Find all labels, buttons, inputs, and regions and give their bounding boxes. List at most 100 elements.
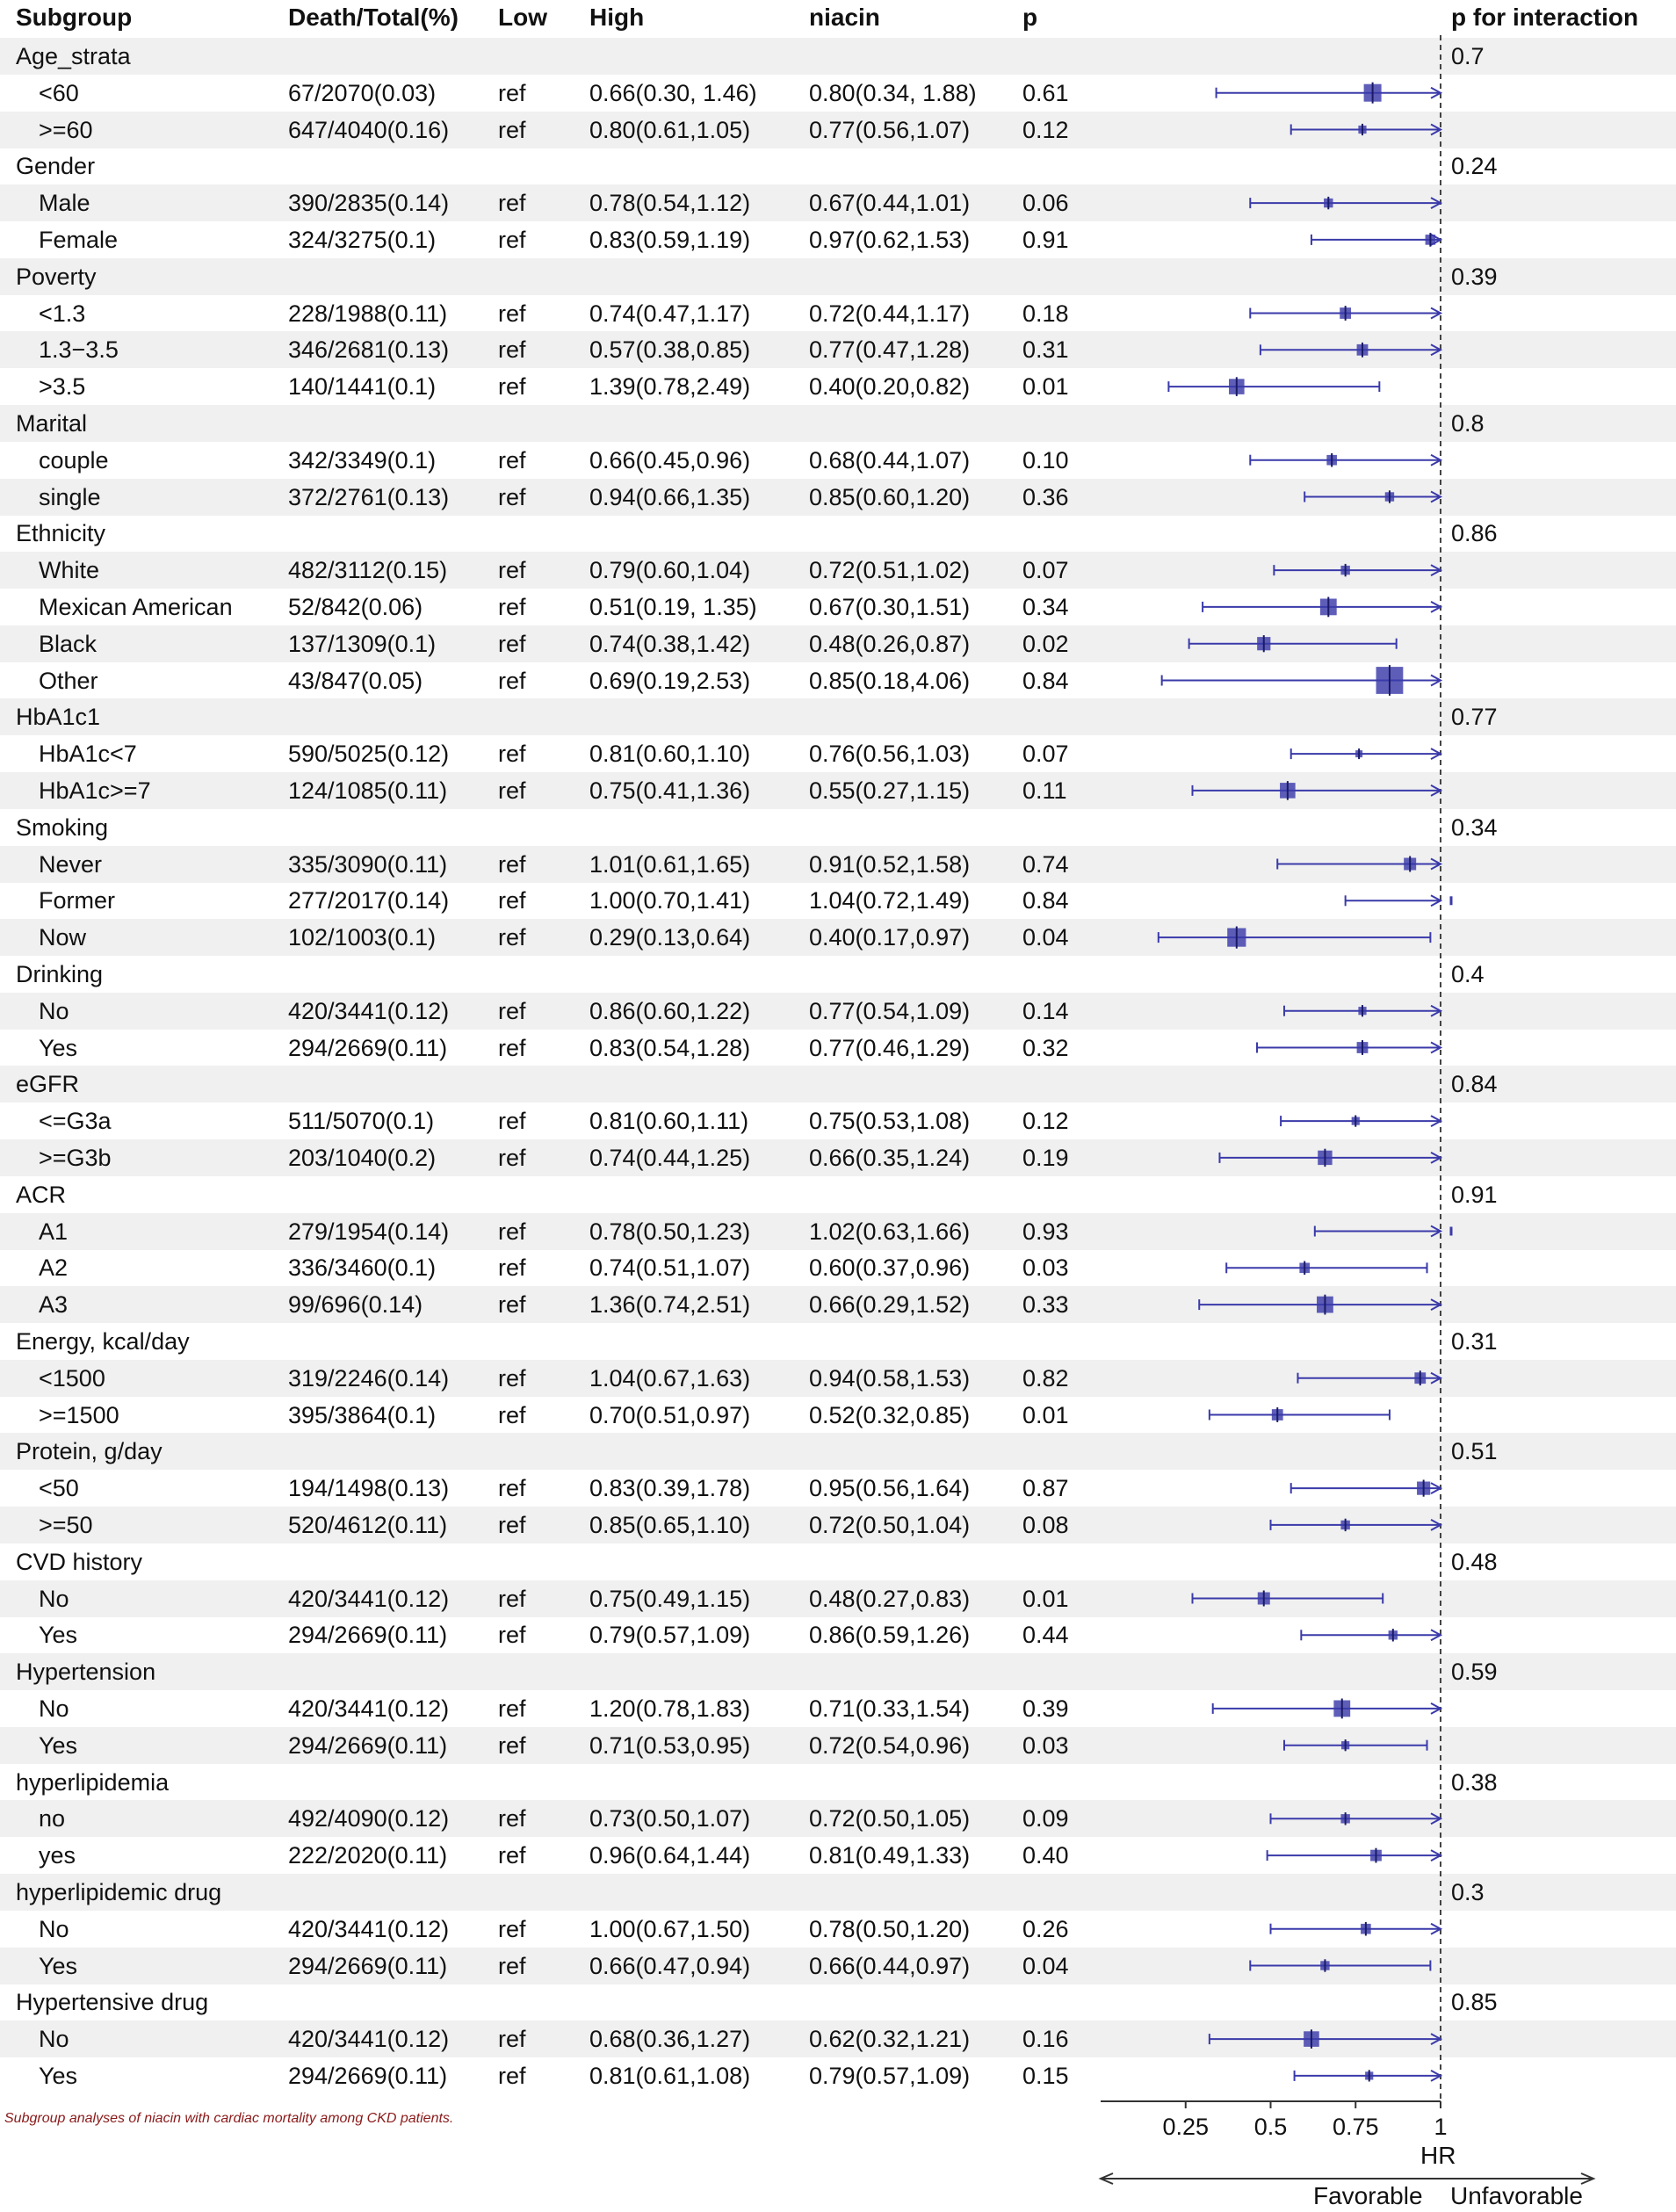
death-total-value: 482/3112(0.15) <box>288 557 448 584</box>
group-label: hyperlipidemia <box>16 1768 170 1796</box>
niacin-value: 0.72(0.51,1.02) <box>809 557 971 584</box>
ci-arrow <box>1430 1041 1443 1054</box>
high-value: 0.75(0.41,1.36) <box>589 777 751 804</box>
ci-arrow <box>1430 1115 1443 1127</box>
death-total-value: 420/3441(0.12) <box>288 997 450 1024</box>
p-value: 0.09 <box>1022 1805 1069 1832</box>
death-total-value: 102/1003(0.1) <box>288 924 437 951</box>
subgroup-label: <1.3 <box>39 300 86 327</box>
group-row: ACR 0.91 <box>0 1176 1676 1213</box>
death-total-value: 137/1309(0.1) <box>288 630 437 657</box>
group-row: eGFR 0.84 <box>0 1066 1676 1103</box>
low-value: ref <box>498 1695 526 1722</box>
ci-arrow <box>1430 784 1443 797</box>
low-value: ref <box>498 1915 526 1942</box>
table-row: No 420/3441(0.12) ref 1.00(0.67,1.50) 0.78(0… <box>0 1911 1676 1948</box>
niacin-value: 0.75(0.53,1.08) <box>809 1108 971 1135</box>
high-value: 0.78(0.54,1.12) <box>589 190 751 217</box>
subgroup-label: >=1500 <box>39 1401 119 1428</box>
low-value: ref <box>498 300 526 327</box>
p-value: 0.07 <box>1022 741 1069 768</box>
p-interaction-value: 0.59 <box>1451 1659 1498 1686</box>
table-row: No 420/3441(0.12) ref 0.86(0.60,1.22) 0.77(0… <box>0 992 1676 1030</box>
header-niacin: niacin <box>809 4 880 31</box>
ci-arrow <box>1430 2033 1443 2045</box>
favorable-label: Favorable <box>1313 2182 1423 2209</box>
low-value: ref <box>498 630 526 657</box>
group-label: Gender <box>16 153 96 180</box>
high-value: 0.96(0.64,1.44) <box>589 1842 751 1869</box>
p-value: 0.26 <box>1022 1915 1069 1942</box>
subgroup-label: Mexican American <box>39 594 233 620</box>
death-total-value: 67/2070(0.03) <box>288 79 437 106</box>
p-interaction-value: 0.31 <box>1451 1328 1498 1355</box>
high-value: 0.74(0.44,1.25) <box>589 1145 751 1171</box>
low-value: ref <box>498 227 526 253</box>
death-total-value: 99/696(0.14) <box>288 1291 423 1319</box>
low-value: ref <box>498 850 526 878</box>
p-value: 0.44 <box>1022 1622 1069 1649</box>
p-value: 0.31 <box>1022 336 1069 364</box>
x-tick-label: 0.75 <box>1333 2114 1379 2140</box>
death-total-value: 372/2761(0.13) <box>288 483 450 510</box>
low-value: ref <box>498 1952 526 1979</box>
high-value: 0.79(0.57,1.09) <box>589 1622 751 1649</box>
niacin-value: 1.02(0.63,1.66) <box>809 1218 971 1245</box>
death-total-value: 319/2246(0.14) <box>288 1364 450 1392</box>
p-value: 0.12 <box>1022 1108 1069 1135</box>
ci-arrow <box>1430 1482 1443 1494</box>
low-value: ref <box>498 1512 526 1538</box>
subgroup-label: <1500 <box>39 1364 105 1392</box>
p-value: 0.74 <box>1022 850 1069 878</box>
p-interaction-value: 0.38 <box>1451 1768 1498 1796</box>
group-label: Poverty <box>16 263 97 290</box>
p-value: 0.06 <box>1022 190 1069 217</box>
p-value: 0.04 <box>1022 924 1069 951</box>
group-row: Smoking 0.34 <box>0 809 1676 846</box>
high-value: 0.94(0.66,1.35) <box>589 483 751 510</box>
low-value: ref <box>498 1364 526 1392</box>
header-low: Low <box>498 4 547 31</box>
ci-arrow <box>1430 197 1443 209</box>
group-label: Drinking <box>16 961 104 987</box>
table-row: Yes 294/2669(0.11) ref 0.71(0.53,0.95) 0.72(… <box>0 1726 1676 1764</box>
subgroup-label: Male <box>39 190 90 217</box>
p-interaction-value: 0.48 <box>1451 1548 1498 1575</box>
subgroup-label: White <box>39 557 100 584</box>
low-value: ref <box>498 777 526 804</box>
death-total-value: 294/2669(0.11) <box>288 2063 448 2089</box>
subgroup-label: <50 <box>39 1475 79 1502</box>
high-value: 0.68(0.36,1.27) <box>589 2026 751 2053</box>
p-interaction-value: 0.84 <box>1451 1071 1498 1098</box>
p-value: 0.11 <box>1022 777 1067 804</box>
subgroup-label: <=G3a <box>39 1108 112 1135</box>
group-label: CVD history <box>16 1548 143 1575</box>
p-value: 0.16 <box>1022 2026 1069 2053</box>
p-interaction-value: 0.24 <box>1451 153 1498 180</box>
subgroup-label: Other <box>39 667 98 694</box>
high-value: 0.79(0.60,1.04) <box>589 557 751 584</box>
table-row: Yes 294/2669(0.11) ref 0.79(0.57,1.09) 0.86(… <box>0 1616 1676 1653</box>
group-row: Protein, g/day 0.51 <box>0 1433 1676 1471</box>
group-label: HbA1c1 <box>16 704 101 731</box>
low-value: ref <box>498 446 526 473</box>
ci-arrow <box>1430 857 1443 871</box>
high-value: 1.39(0.78,2.49) <box>589 373 751 401</box>
table-row: No 420/3441(0.12) ref 0.68(0.36,1.27) 0.62(0… <box>0 2020 1676 2058</box>
low-value: ref <box>498 1218 526 1245</box>
niacin-value: 0.67(0.30,1.51) <box>809 594 971 620</box>
high-value: 0.86(0.60,1.22) <box>589 997 751 1024</box>
ci-arrow <box>1430 1152 1443 1164</box>
niacin-value: 0.68(0.44,1.07) <box>809 446 971 473</box>
niacin-value: 0.77(0.56,1.07) <box>809 116 971 143</box>
p-value: 0.32 <box>1022 1034 1069 1061</box>
p-value: 0.87 <box>1022 1475 1069 1502</box>
death-total-value: 590/5025(0.12) <box>288 741 450 768</box>
header-subgroup: Subgroup <box>16 4 133 31</box>
low-value: ref <box>498 1401 526 1428</box>
group-row: Drinking 0.4 <box>0 956 1676 993</box>
niacin-value: 0.72(0.44,1.17) <box>809 300 971 327</box>
ci-arrow <box>1430 1225 1443 1238</box>
niacin-value: 0.71(0.33,1.54) <box>809 1695 971 1722</box>
ci-arrow <box>1430 674 1443 687</box>
